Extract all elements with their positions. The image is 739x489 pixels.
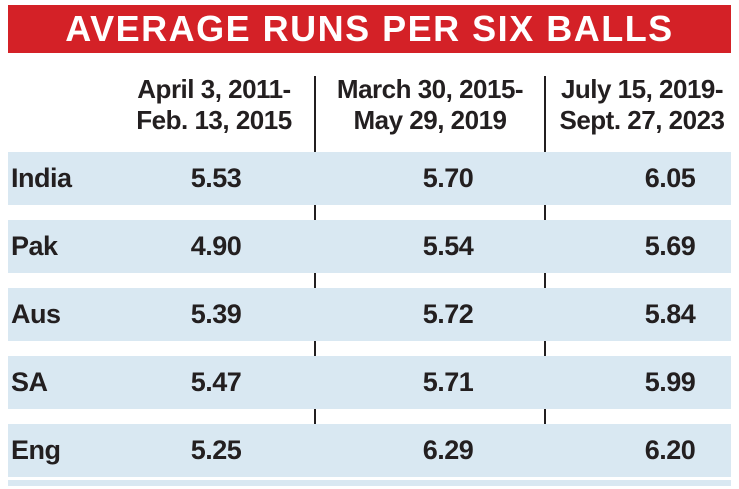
cell-value: 5.84 <box>644 299 696 329</box>
cell-value: 5.71 <box>422 367 474 397</box>
table-row-pak: Pak 4.90 5.54 5.69 <box>8 220 731 273</box>
row-label: Aus <box>11 299 61 329</box>
cell-value: 5.54 <box>422 231 474 261</box>
column-header-line1: July 15, 2019- <box>560 74 724 104</box>
cell-value: 5.47 <box>190 367 242 397</box>
column-header-line2: May 29, 2019 <box>353 105 507 135</box>
cell-value: 5.53 <box>190 163 242 193</box>
table-row-aus: Aus 5.39 5.72 5.84 <box>8 288 731 341</box>
column-header-line2: Feb. 13, 2015 <box>136 105 292 135</box>
column-header-period-3: July 15, 2019- Sept. 27, 2023 <box>549 74 735 136</box>
table-body: India 5.53 5.70 6.05 Pak 4.90 5.54 5.69 … <box>0 152 739 489</box>
column-header-line2: Sept. 27, 2023 <box>559 105 726 135</box>
table-row-sa: SA 5.47 5.71 5.99 <box>8 356 731 409</box>
cell-value: 5.70 <box>422 163 474 193</box>
cell-value: 6.29 <box>422 435 474 465</box>
column-divider-1 <box>314 76 316 477</box>
title-banner: AVERAGE RUNS PER SIX BALLS <box>8 5 731 53</box>
header-row: April 3, 2011- Feb. 13, 2015 March 30, 2… <box>8 74 731 136</box>
cell-value: 6.05 <box>644 163 696 193</box>
cell-value: 5.99 <box>644 367 696 397</box>
column-divider-2 <box>544 76 546 477</box>
column-header-line1: March 30, 2015- <box>336 74 524 104</box>
row-label: Eng <box>11 435 61 465</box>
column-header-period-1: April 3, 2011- Feb. 13, 2015 <box>123 74 305 136</box>
cell-value: 6.20 <box>644 435 696 465</box>
bottom-rule <box>8 480 731 486</box>
column-header-line1: April 3, 2011- <box>137 74 291 104</box>
table-row-india: India 5.53 5.70 6.05 <box>8 152 731 205</box>
row-label: SA <box>11 367 48 397</box>
cell-value: 5.39 <box>190 299 242 329</box>
cell-value: 5.25 <box>190 435 242 465</box>
row-label: India <box>11 163 72 193</box>
row-label: Pak <box>11 231 58 261</box>
table-row-eng: Eng 5.25 6.29 6.20 <box>8 424 731 477</box>
cell-value: 5.72 <box>422 299 474 329</box>
page-title: AVERAGE RUNS PER SIX BALLS <box>65 8 674 49</box>
cell-value: 4.90 <box>190 231 242 261</box>
column-header-period-2: March 30, 2015- May 29, 2019 <box>315 74 545 136</box>
cell-value: 5.69 <box>644 231 696 261</box>
